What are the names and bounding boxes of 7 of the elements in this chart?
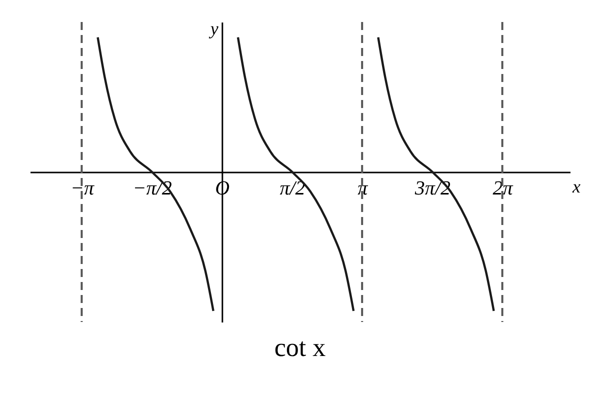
x-tick-label: π <box>358 178 369 200</box>
x-axis-title: x <box>572 176 580 196</box>
x-tick-label: −π <box>70 178 95 200</box>
x-tick-label: 3π/2 <box>414 178 450 200</box>
y-axis-title: y <box>208 18 218 38</box>
x-tick-label: 2π <box>492 178 514 200</box>
text: cot x <box>274 333 326 362</box>
